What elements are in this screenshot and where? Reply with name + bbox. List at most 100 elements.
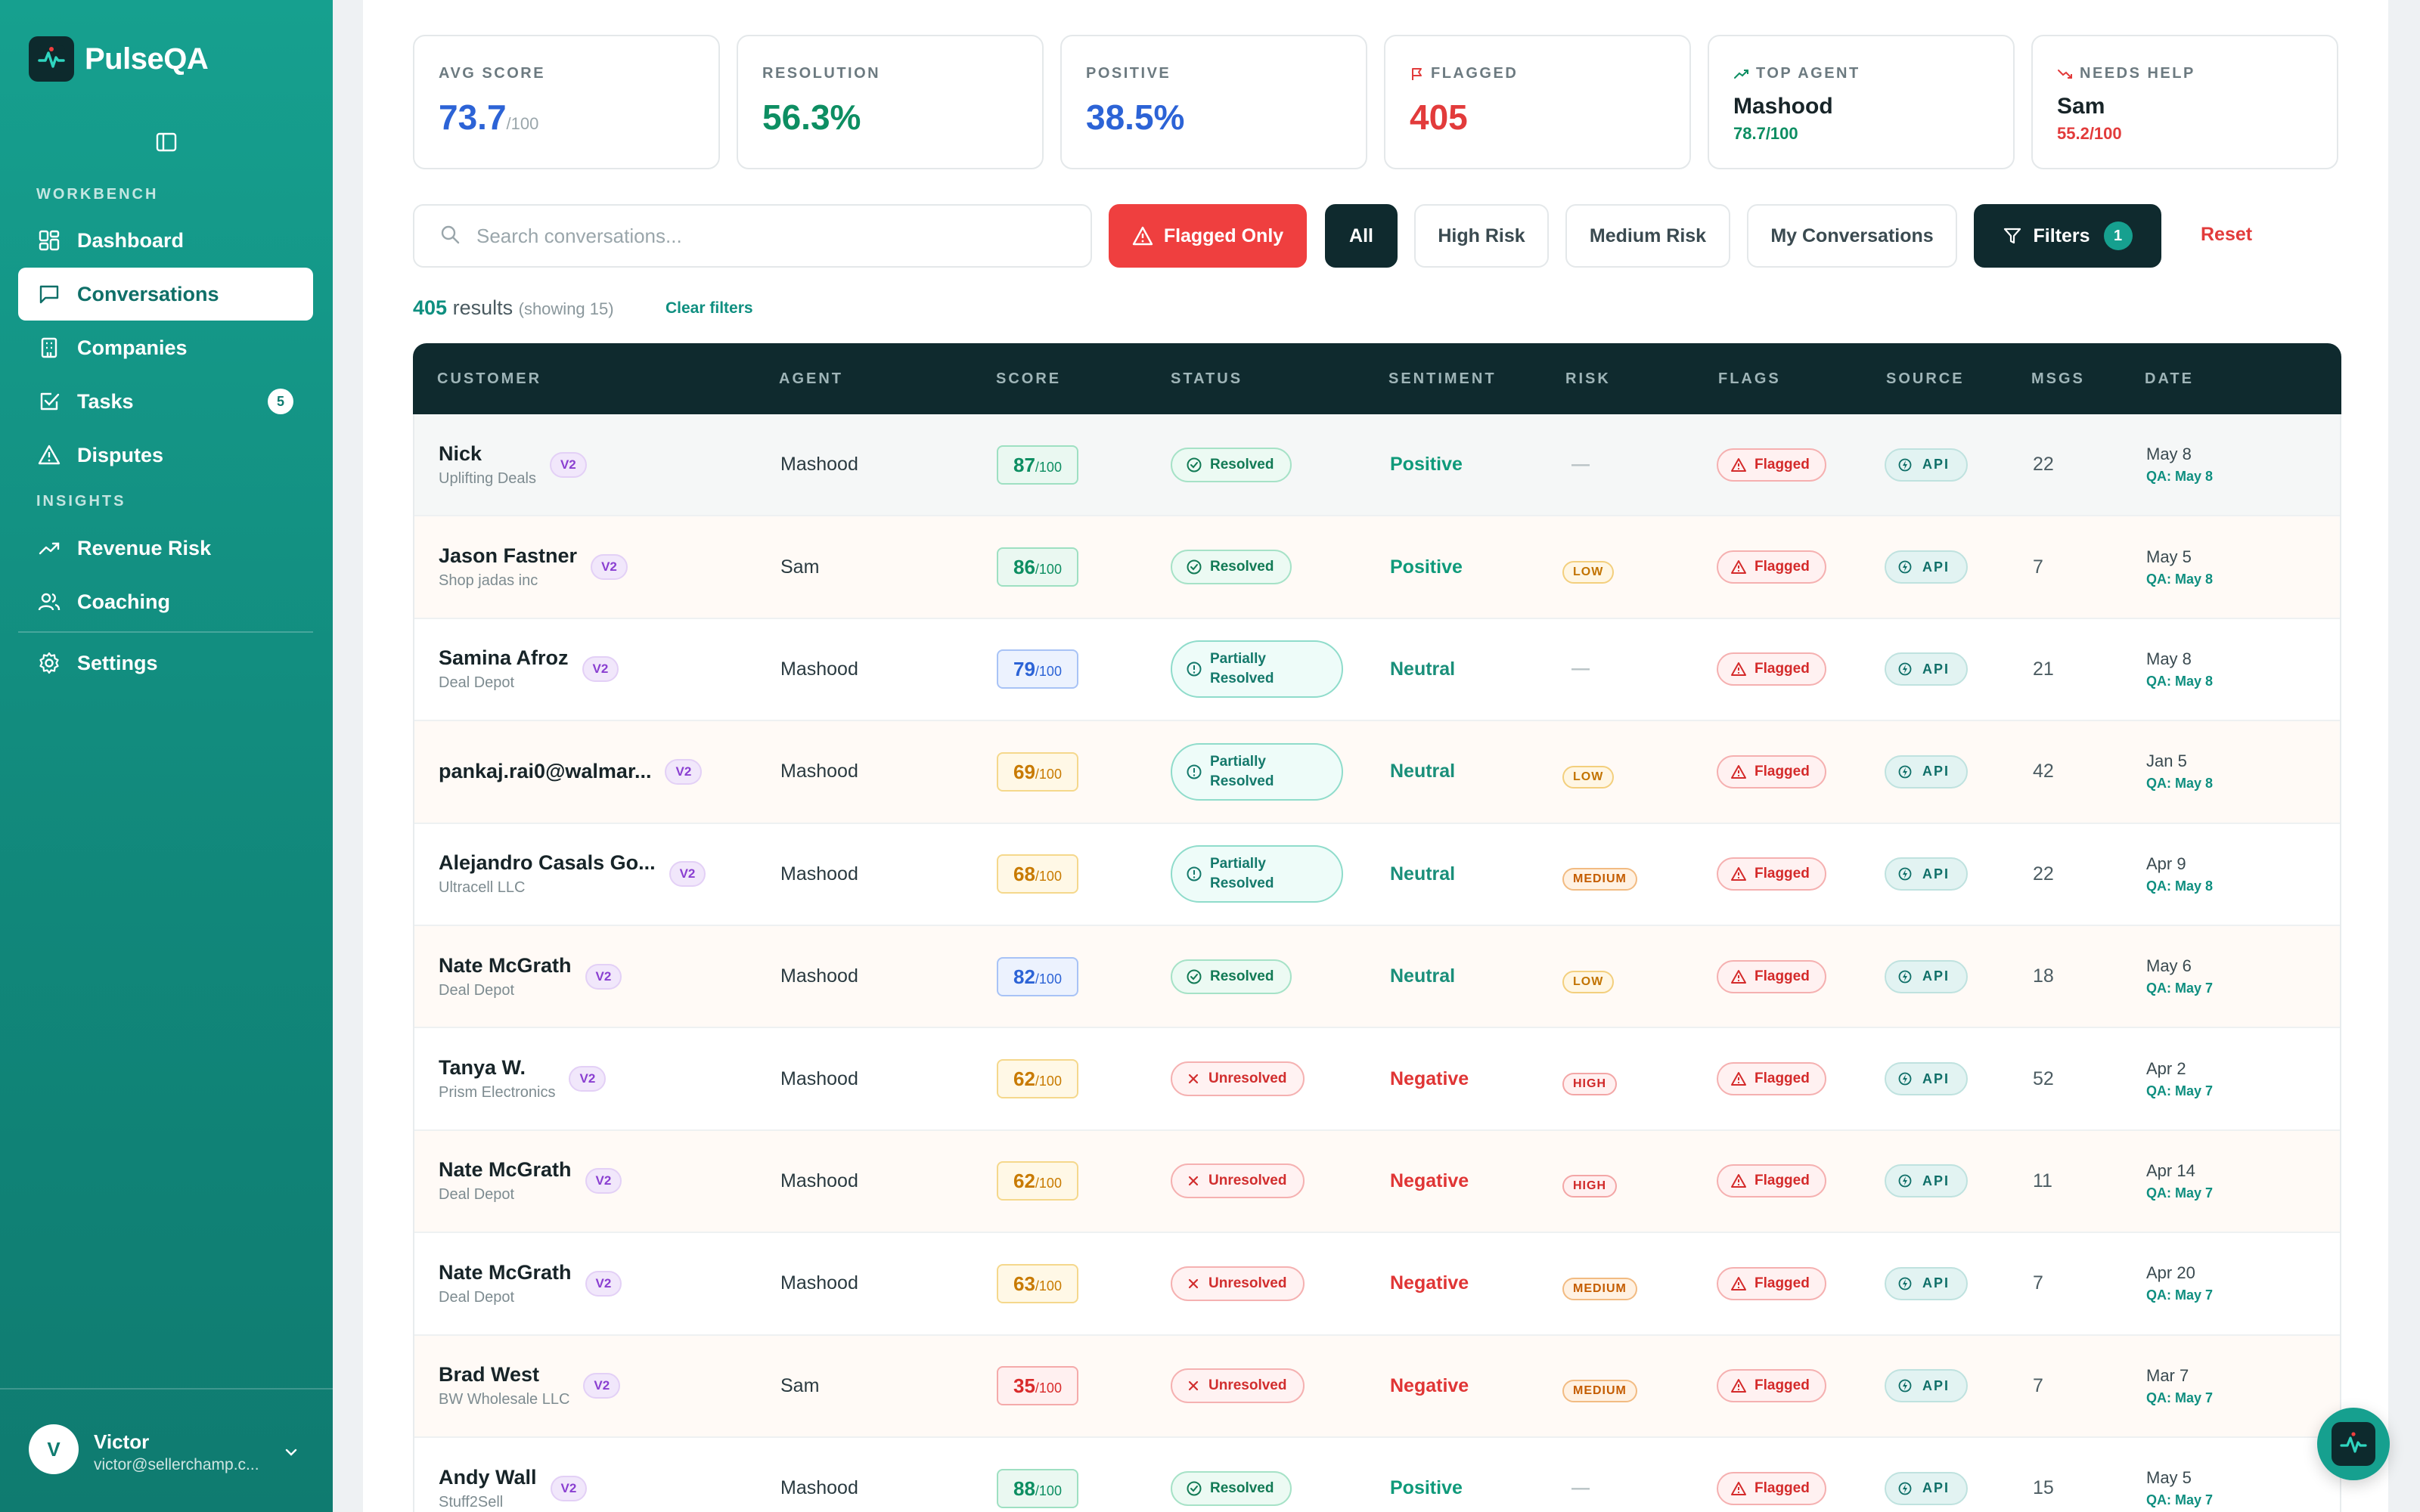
column-header-source[interactable]: SOURCE xyxy=(1886,370,1965,387)
status-badge: Unresolved xyxy=(1171,1163,1305,1199)
column-header-date[interactable]: DATE xyxy=(2145,370,2194,387)
column-header-customer[interactable]: CUSTOMER xyxy=(437,370,542,387)
sentiment-cell: Positive xyxy=(1390,516,1463,617)
score-cell: 86/100 xyxy=(997,516,1078,617)
score-cell: 62/100 xyxy=(997,1131,1078,1232)
bolt-icon xyxy=(1898,1276,1912,1291)
flag-badge[interactable]: Flagged xyxy=(1717,550,1826,584)
user-menu[interactable]: V Victor victor@sellerchamp.c... xyxy=(0,1388,333,1512)
conversations-table: CUSTOMER AGENT SCORE STATUS SENTIMENT RI… xyxy=(413,343,2341,1512)
source-badge: API xyxy=(1885,1369,1969,1403)
date-cell: Apr 20 QA: May 7 xyxy=(2146,1233,2213,1334)
sidebar-item-conversations[interactable]: Conversations xyxy=(18,268,313,321)
sidebar-item-label: Revenue Risk xyxy=(77,536,212,559)
customer-cell: Nate McGrath Deal Depot V2 xyxy=(439,926,622,1027)
sidebar-item-settings[interactable]: Settings xyxy=(18,637,313,689)
column-header-agent[interactable]: AGENT xyxy=(779,370,843,387)
score-cell: 69/100 xyxy=(997,721,1078,822)
flag-badge[interactable]: Flagged xyxy=(1717,448,1826,482)
column-header-risk[interactable]: RISK xyxy=(1565,370,1611,387)
table-row[interactable]: Nate McGrath Deal Depot V2 Mashood 62/10… xyxy=(414,1130,2340,1234)
bolt-icon xyxy=(1898,559,1912,575)
close-icon xyxy=(1186,1071,1201,1086)
filter-my-conversations-button[interactable]: My Conversations xyxy=(1747,204,1957,268)
search-input[interactable]: Search conversations... xyxy=(413,204,1092,268)
sidebar-item-revenue-risk[interactable]: Revenue Risk xyxy=(18,522,313,575)
flag-badge[interactable]: Flagged xyxy=(1717,857,1826,891)
qa-date: QA: May 7 xyxy=(2146,1287,2214,1303)
column-header-status[interactable]: STATUS xyxy=(1171,370,1243,387)
risk-badge: MEDIUM xyxy=(1562,1277,1637,1300)
filters-button[interactable]: Filters 1 xyxy=(1974,204,2161,268)
conversation-date: May 8 xyxy=(2146,445,2192,464)
flag-badge[interactable]: Flagged xyxy=(1717,652,1826,686)
sidebar-item-tasks[interactable]: Tasks 5 xyxy=(18,375,313,428)
source-cell: API xyxy=(1885,1028,1969,1129)
customer-cell: Nick Uplifting Deals V2 xyxy=(439,414,587,515)
filter-all-button[interactable]: All xyxy=(1325,204,1398,268)
sidebar-toggle-icon[interactable] xyxy=(151,127,182,157)
reset-button[interactable]: Reset xyxy=(2201,224,2253,245)
customer-company: Uplifting Deals xyxy=(439,469,536,487)
msgs-cell: 42 xyxy=(2033,761,2054,782)
table-row[interactable]: Nate McGrath Deal Depot V2 Mashood 63/10… xyxy=(414,1233,2340,1336)
column-header-msgs[interactable]: MSGS xyxy=(2031,370,2085,387)
sidebar-item-dashboard[interactable]: Dashboard xyxy=(18,214,313,267)
sidebar-item-companies[interactable]: Companies xyxy=(18,321,313,374)
table-row[interactable]: Nick Uplifting Deals V2 Mashood 87/100 R… xyxy=(414,414,2340,517)
flag-badge[interactable]: Flagged xyxy=(1717,754,1826,789)
version-badge: V2 xyxy=(549,451,587,478)
source-badge: API xyxy=(1885,448,1969,482)
stat-value: 73.7/100 xyxy=(439,98,539,137)
sidebar-item-disputes[interactable]: Disputes xyxy=(18,429,313,482)
table-row[interactable]: Tanya W. Prism Electronics V2 Mashood 62… xyxy=(414,1028,2340,1131)
table-row[interactable]: Alejandro Casals Go... Ultracell LLC V2 … xyxy=(414,824,2340,926)
flags-cell: Flagged xyxy=(1717,516,1826,617)
app-logo[interactable]: PulseQA xyxy=(29,36,209,82)
status-badge: Resolved xyxy=(1171,550,1292,585)
sentiment-cell: Negative xyxy=(1390,1336,1469,1436)
sidebar-item-coaching[interactable]: Coaching xyxy=(18,575,313,628)
filters-count-badge: 1 xyxy=(2103,222,2133,250)
flag-badge[interactable]: Flagged xyxy=(1717,1062,1826,1096)
flags-cell: Flagged xyxy=(1717,619,1826,720)
customer-name: Nate McGrath xyxy=(439,1260,572,1284)
warning-icon xyxy=(36,442,62,468)
search-icon xyxy=(439,223,461,249)
sidebar: PulseQA WORKBENCH Dashboard Conversation… xyxy=(0,0,333,1512)
status-badge: Partially Resolved xyxy=(1171,640,1343,699)
app-name: PulseQA xyxy=(85,42,209,76)
column-header-score[interactable]: SCORE xyxy=(996,370,1062,387)
flag-badge[interactable]: Flagged xyxy=(1717,1266,1826,1300)
msgs-cell: 22 xyxy=(2033,863,2054,885)
assistant-launcher-button[interactable] xyxy=(2317,1408,2390,1480)
version-badge: V2 xyxy=(550,1475,588,1501)
flagged-only-button[interactable]: Flagged Only xyxy=(1109,204,1307,268)
flag-badge[interactable]: Flagged xyxy=(1717,959,1826,993)
status-badge: Partially Resolved xyxy=(1171,742,1343,801)
table-row[interactable]: Brad West BW Wholesale LLC V2 Sam 35/100… xyxy=(414,1335,2340,1438)
alert-circle-icon xyxy=(1186,764,1202,780)
flags-cell: Flagged xyxy=(1717,824,1826,925)
risk-cell: — xyxy=(1562,1438,1599,1512)
flag-badge[interactable]: Flagged xyxy=(1717,1471,1826,1505)
table-row[interactable]: Andy Wall Stuff2Sell V2 Mashood 88/100 R… xyxy=(414,1438,2340,1512)
filter-high-risk-button[interactable]: High Risk xyxy=(1414,204,1549,268)
sentiment-cell: Positive xyxy=(1390,1438,1463,1512)
sidebar-item-label: Disputes xyxy=(77,443,164,466)
table-row[interactable]: Samina Afroz Deal Depot V2 Mashood 79/10… xyxy=(414,619,2340,722)
column-header-sentiment[interactable]: SENTIMENT xyxy=(1388,370,1497,387)
filter-medium-risk-button[interactable]: Medium Risk xyxy=(1565,204,1730,268)
flag-badge[interactable]: Flagged xyxy=(1717,1164,1826,1198)
column-header-flags[interactable]: FLAGS xyxy=(1718,370,1781,387)
trend-icon xyxy=(36,535,62,561)
clear-filters-link[interactable]: Clear filters xyxy=(666,299,753,317)
chevron-down-icon[interactable] xyxy=(283,1444,299,1464)
warning-icon xyxy=(1730,764,1747,779)
table-row[interactable]: Nate McGrath Deal Depot V2 Mashood 82/10… xyxy=(414,925,2340,1029)
flag-badge[interactable]: Flagged xyxy=(1717,1369,1826,1403)
table-row[interactable]: pankaj.rai0@walmar... V2 Mashood 69/100 … xyxy=(414,721,2340,824)
customer-company: Stuff2Sell xyxy=(439,1493,504,1510)
table-row[interactable]: Jason Fastner Shop jadas inc V2 Sam 86/1… xyxy=(414,516,2340,619)
table-body: Nick Uplifting Deals V2 Mashood 87/100 R… xyxy=(413,414,2341,1512)
